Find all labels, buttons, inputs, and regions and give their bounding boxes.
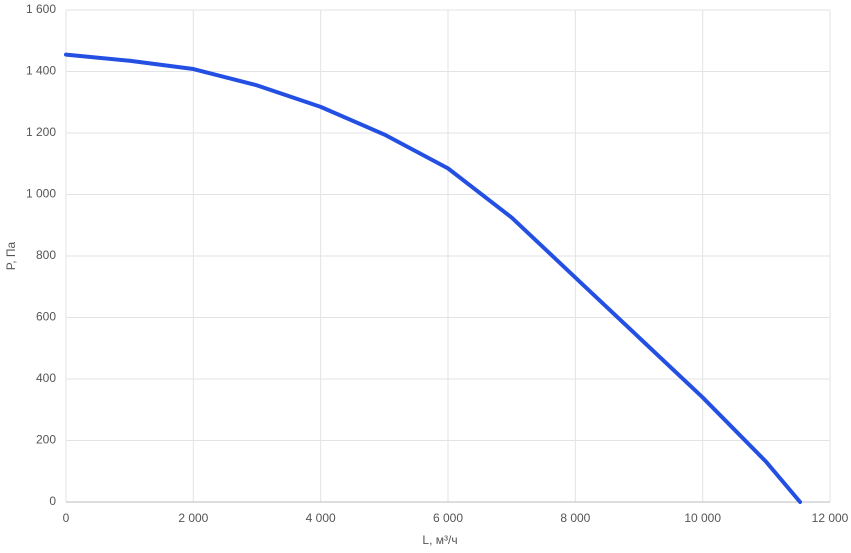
x-tick-label: 10 000 <box>684 511 721 525</box>
x-tick-label: 12 000 <box>812 511 849 525</box>
x-tick-label: 8 000 <box>560 511 590 525</box>
x-axis-title: L, м³/ч <box>422 533 457 547</box>
x-tick-label: 6 000 <box>433 511 463 525</box>
y-tick-label: 1 000 <box>26 187 56 201</box>
y-tick-label: 400 <box>36 371 56 385</box>
y-tick-label: 800 <box>36 248 56 262</box>
y-tick-label: 600 <box>36 310 56 324</box>
x-tick-label: 2 000 <box>178 511 208 525</box>
y-tick-label: 0 <box>49 494 56 508</box>
series-line <box>64 52 803 504</box>
y-tick-label: 200 <box>36 433 56 447</box>
y-axis-title: P, Па <box>4 241 18 270</box>
x-tick-label: 4 000 <box>306 511 336 525</box>
y-tick-label: 1 600 <box>26 2 56 16</box>
x-tick-label: 0 <box>63 511 70 525</box>
y-tick-label: 1 400 <box>26 64 56 78</box>
y-tick-label: 1 200 <box>26 125 56 139</box>
